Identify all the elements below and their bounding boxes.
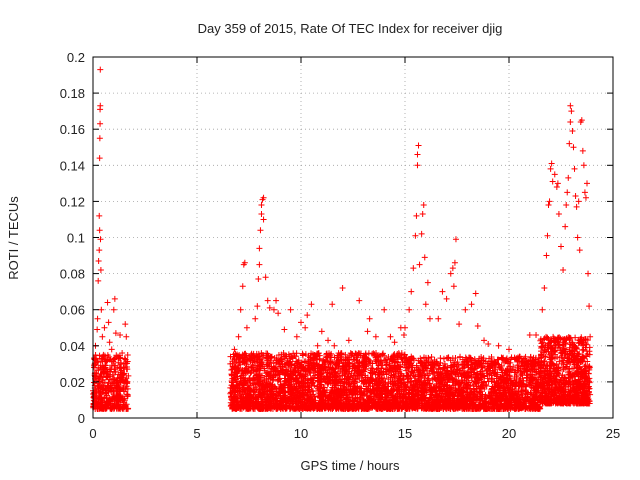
data-point bbox=[292, 353, 299, 360]
data-point bbox=[99, 398, 106, 405]
data-point bbox=[123, 401, 130, 408]
data-point bbox=[124, 405, 131, 412]
data-point bbox=[95, 403, 102, 410]
data-point bbox=[276, 375, 283, 382]
data-point bbox=[99, 367, 106, 374]
data-point bbox=[125, 372, 132, 379]
data-point bbox=[114, 397, 121, 404]
data-point bbox=[106, 396, 113, 403]
data-point bbox=[97, 364, 104, 371]
data-point bbox=[111, 369, 118, 376]
chart-title: Day 359 of 2015, Rate Of TEC Index for r… bbox=[198, 21, 503, 36]
data-point bbox=[114, 364, 121, 371]
data-point bbox=[102, 401, 109, 408]
data-point bbox=[105, 353, 112, 360]
data-point bbox=[281, 353, 288, 360]
data-point bbox=[401, 351, 408, 358]
data-point bbox=[124, 351, 131, 358]
data-point bbox=[107, 368, 114, 375]
data-point bbox=[308, 350, 315, 357]
data-point bbox=[101, 380, 108, 387]
data-point bbox=[107, 382, 114, 389]
data-point bbox=[122, 402, 129, 409]
data-point bbox=[99, 386, 106, 393]
data-point bbox=[118, 367, 125, 374]
data-points bbox=[90, 66, 594, 412]
data-point bbox=[101, 394, 108, 401]
data-point bbox=[124, 385, 131, 392]
data-point bbox=[102, 390, 109, 397]
data-point bbox=[378, 358, 385, 365]
data-point bbox=[103, 405, 110, 412]
data-point bbox=[122, 356, 129, 363]
data-point bbox=[117, 379, 124, 386]
data-point bbox=[118, 359, 125, 366]
data-point bbox=[91, 361, 98, 368]
data-point bbox=[110, 394, 117, 401]
data-point bbox=[121, 370, 128, 377]
data-point bbox=[110, 405, 117, 412]
data-point bbox=[287, 364, 294, 371]
data-point bbox=[99, 382, 106, 389]
data-point bbox=[275, 371, 282, 378]
data-point bbox=[109, 377, 116, 384]
data-point bbox=[116, 374, 123, 381]
data-point bbox=[113, 380, 120, 387]
data-point bbox=[117, 405, 124, 412]
data-point bbox=[119, 384, 126, 391]
data-point bbox=[90, 403, 97, 410]
data-point bbox=[109, 372, 116, 379]
data-point bbox=[374, 365, 381, 372]
data-point bbox=[428, 353, 435, 360]
data-point bbox=[92, 351, 99, 358]
data-point bbox=[103, 373, 110, 380]
data-point bbox=[104, 357, 111, 364]
data-point bbox=[255, 350, 262, 357]
data-point bbox=[104, 374, 111, 381]
data-point bbox=[370, 393, 377, 400]
data-point bbox=[120, 396, 127, 403]
data-point bbox=[395, 350, 402, 357]
data-point bbox=[247, 370, 254, 377]
data-point bbox=[97, 390, 104, 397]
data-point bbox=[107, 386, 114, 393]
data-point bbox=[117, 371, 124, 378]
data-point bbox=[123, 391, 130, 398]
data-point bbox=[113, 388, 120, 395]
data-point bbox=[96, 352, 103, 359]
data-point bbox=[366, 357, 373, 364]
data-point bbox=[299, 351, 306, 358]
